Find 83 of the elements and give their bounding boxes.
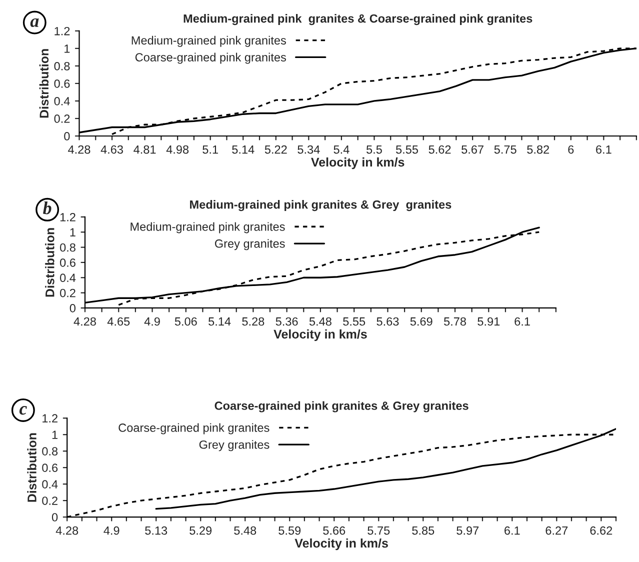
x-tick-label: 5.14: [208, 317, 231, 326]
x-tick-label: 5.55: [343, 317, 366, 326]
x-tick-label: 5.97: [456, 526, 479, 535]
x-tick-label: 5.82: [527, 145, 550, 154]
y-tick-label: 1.2: [54, 26, 70, 36]
x-tick-label: 5.34: [298, 145, 320, 154]
x-tick-label: 4.65: [107, 317, 130, 326]
y-tick-label: 0.2: [60, 288, 76, 298]
x-tick-label: 6.1: [596, 145, 612, 154]
x-tick-label: 5.4: [334, 145, 350, 154]
x-tick-label: 4.28: [74, 317, 96, 326]
x-tick-label: 5.28: [242, 317, 264, 326]
y-axis-title: Distribution: [45, 228, 54, 297]
x-tick-label: 5.75: [368, 526, 390, 535]
y-tick-label: 1.2: [60, 212, 76, 222]
chart-title: Coarse-grained pink granites & Grey granites: [214, 401, 468, 412]
x-axis-title: Velocity in km/s: [311, 157, 404, 170]
x-tick-label: 6.1: [504, 526, 520, 535]
x-tick-label: 5.1: [202, 145, 218, 154]
text: a: [30, 18, 39, 28]
x-tick-label: 4.81: [134, 145, 156, 154]
x-tick-label: 5.36: [276, 317, 298, 326]
x-tick-label: 5.85: [412, 526, 434, 535]
y-tick-label: 0.4: [54, 97, 70, 106]
y-tick-label: 1.2: [42, 414, 58, 422]
x-tick-label: 6: [568, 145, 574, 154]
x-tick-label: 5.63: [376, 317, 399, 326]
y-tick-label: 0: [70, 304, 76, 312]
chart-title: Medium-grained pink granites & Grey granites: [190, 200, 452, 212]
x-tick-label: 6.1: [514, 317, 530, 326]
y-tick-label: 0.2: [54, 114, 70, 123]
legend-label: Coarse-grained pink granites: [118, 423, 270, 434]
x-tick-label: 4.63: [100, 145, 123, 154]
x-tick-label: 4.9: [104, 526, 120, 535]
x-tick-label: 6.62: [590, 526, 612, 535]
y-tick-label: 1: [70, 228, 76, 236]
y-axis-title: Distribution: [27, 433, 36, 502]
x-tick-label: 5.69: [410, 317, 432, 326]
x-tick-label: 4.28: [56, 526, 78, 535]
legend-label: Medium-grained pink granites: [130, 222, 285, 234]
x-tick-label: 4.98: [166, 145, 189, 154]
legend-label: Medium-grained pink granites: [132, 36, 286, 47]
x-tick-label: 5.5: [366, 145, 382, 154]
x-tick-label: 4.9: [144, 317, 160, 326]
y-tick-label: 0.6: [54, 79, 70, 88]
y-tick-label: 0.6: [42, 464, 58, 472]
y-tick-label: 0.4: [42, 480, 58, 488]
x-tick-label: 5.48: [309, 317, 332, 326]
x-tick-label: 5.29: [190, 526, 212, 535]
y-tick-label: 0: [52, 513, 58, 522]
y-tick-label: 0: [64, 132, 70, 140]
x-tick-label: 5.13: [145, 526, 168, 535]
y-tick-label: 0.8: [54, 62, 70, 70]
y-tick-label: 1: [52, 430, 58, 439]
y-axis-title: Distribution: [39, 49, 49, 118]
y-tick-label: 0.2: [42, 496, 58, 505]
y-tick-label: 1: [64, 44, 70, 53]
legend-label: Grey granites: [214, 239, 285, 250]
x-tick-label: 4.28: [68, 145, 90, 154]
x-tick-label: 5.62: [428, 145, 451, 154]
x-tick-label: 5.78: [444, 317, 466, 326]
y-tick-label: 0.8: [60, 243, 76, 252]
y-tick-label: 0.8: [42, 447, 58, 456]
x-tick-label: 5.66: [323, 526, 346, 535]
x-tick-label: 5.48: [234, 526, 256, 535]
x-tick-label: 5.59: [278, 526, 301, 535]
legend-label: Coarse-grained pink granites: [135, 52, 286, 64]
x-tick-label: 6.27: [546, 526, 568, 535]
x-tick-label: 5.75: [494, 145, 516, 154]
x-tick-label: 5.22: [264, 145, 287, 154]
x-tick-label: 5.67: [462, 145, 484, 154]
x-tick-label: 5.55: [396, 145, 418, 154]
legend-label: Grey granites: [199, 440, 270, 452]
text: b: [43, 201, 52, 214]
y-tick-label: 0.6: [60, 258, 76, 267]
y-tick-label: 0.4: [60, 274, 76, 282]
x-tick-label: 5.14: [232, 145, 254, 154]
x-tick-label: 5.06: [174, 317, 197, 326]
chart-title: Medium-grained pink granites & Coarse-grained pink granites: [184, 14, 532, 26]
x-tick-label: 5.91: [478, 317, 500, 326]
x-axis-title: Velocity in km/s: [294, 538, 388, 550]
x-axis-title: Velocity in km/s: [274, 329, 367, 342]
text: c: [19, 406, 27, 415]
